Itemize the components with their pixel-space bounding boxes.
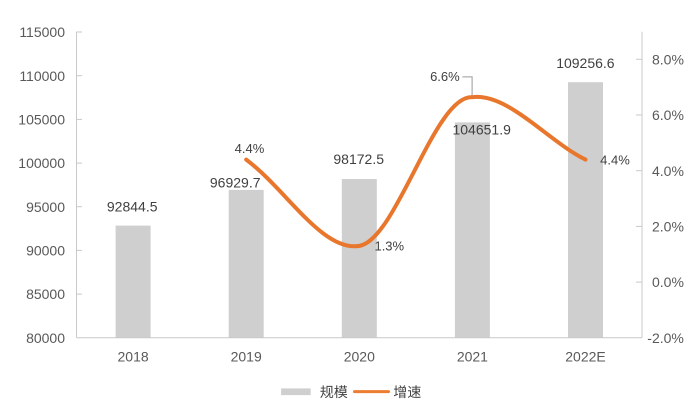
svg-text:2019: 2019 [231,348,262,364]
svg-text:8.0%: 8.0% [652,51,684,67]
svg-text:80000: 80000 [26,330,65,346]
svg-text:1.3%: 1.3% [374,239,404,254]
svg-text:2018: 2018 [118,348,149,364]
svg-text:98172.5: 98172.5 [333,151,384,167]
svg-text:96929.7: 96929.7 [210,175,261,191]
svg-text:115000: 115000 [19,24,65,40]
svg-text:6.0%: 6.0% [652,107,684,123]
svg-text:4.0%: 4.0% [652,163,684,179]
svg-text:109256.6: 109256.6 [556,55,615,71]
svg-text:92844.5: 92844.5 [107,198,158,214]
svg-text:2.0%: 2.0% [652,219,684,235]
svg-text:6.6%: 6.6% [430,69,460,84]
svg-text:85000: 85000 [26,286,65,302]
svg-text:100000: 100000 [18,155,65,171]
svg-text:2022E: 2022E [565,348,605,364]
svg-text:2020: 2020 [344,348,375,364]
svg-text:104651.9: 104651.9 [452,121,511,137]
svg-text:0.0%: 0.0% [652,274,684,290]
svg-text:110000: 110000 [19,68,65,84]
svg-text:4.4%: 4.4% [600,153,630,168]
svg-text:90000: 90000 [26,243,65,259]
svg-text:4.4%: 4.4% [235,141,265,156]
svg-text:105000: 105000 [18,112,65,128]
svg-text:95000: 95000 [26,199,65,215]
svg-text:-2.0%: -2.0% [647,330,684,346]
svg-text:2021: 2021 [457,348,488,364]
